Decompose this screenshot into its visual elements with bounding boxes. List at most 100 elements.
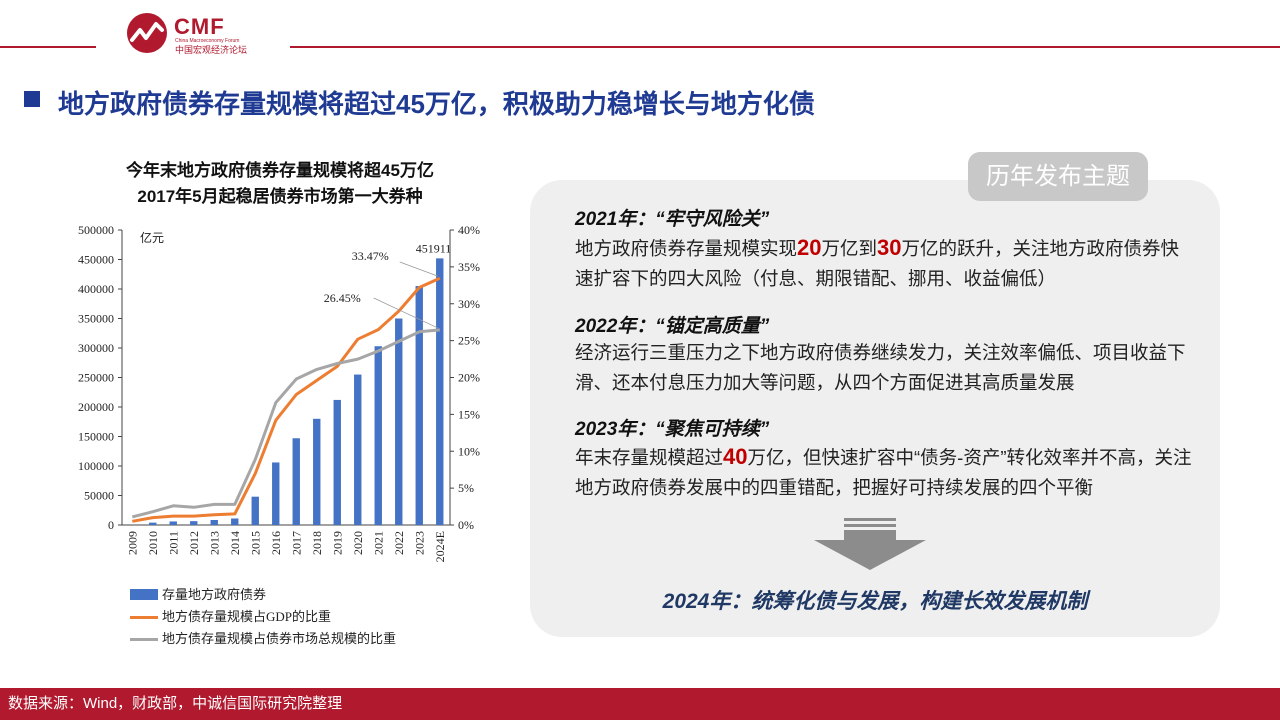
bar-last-value-label: 451911 xyxy=(416,241,452,255)
x-tick-label: 2013 xyxy=(207,531,221,555)
y-left-tick-label: 450000 xyxy=(78,253,114,267)
title-bullet xyxy=(24,91,40,107)
x-tick-label: 2019 xyxy=(330,531,344,555)
legend-item-bars: 存量地方政府债券 xyxy=(130,584,396,606)
bar xyxy=(292,438,300,525)
x-tick-label: 2022 xyxy=(392,531,406,555)
y-right-tick-label: 25% xyxy=(458,334,480,348)
bond-chart: 0 50000 100000 150000 200000 250000 300000 3500… xyxy=(78,223,480,562)
x-tick-label: 2014 xyxy=(228,531,242,555)
x-tick-label: 2024E xyxy=(433,531,447,562)
bar xyxy=(436,258,444,525)
x-tick-label: 2015 xyxy=(248,531,262,555)
theme-2021-heading: 2021年：“牢守风险关” xyxy=(575,209,770,230)
panel-tab: 历年发布主题 xyxy=(968,152,1148,201)
x-tick-label: 2012 xyxy=(187,531,201,555)
bar xyxy=(313,418,321,525)
theme-2021-num-2: 30 xyxy=(877,235,902,260)
theme-2023-heading: 2023年：“聚焦可持续” xyxy=(575,419,770,440)
gdp-callout-line xyxy=(399,261,438,277)
cmf-logo: CMF China Macroeconomy Forum 中国宏观经济论坛 xyxy=(126,12,276,55)
legend-swatch-gdp xyxy=(130,616,158,619)
y-left-tick-label: 250000 xyxy=(78,371,114,385)
theme-2023-text: 年末存量规模超过40万亿，但快速扩容中“债务-资产”转化效率并不高，关注地方政府… xyxy=(575,442,1195,503)
theme-2023-text-b: 万亿，但快速扩容中“债务-资产”转化效率并不高，关注地方政府债券发展中的四重错配… xyxy=(575,447,1192,498)
legend-label-market: 地方债存量规模占债券市场总规模的比重 xyxy=(162,631,397,646)
y-left-tick-label: 200000 xyxy=(78,400,114,414)
gdp-last-value-label: 33.47% xyxy=(352,249,389,263)
x-tick-label: 2009 xyxy=(125,531,139,555)
bar xyxy=(169,521,177,525)
header-rule-right xyxy=(290,46,1280,48)
logo-mark-icon xyxy=(127,13,167,53)
theme-2023-num-1: 40 xyxy=(723,444,748,469)
x-tick-label: 2011 xyxy=(166,531,180,555)
theme-2022-text: 经济运行三重压力之下地方政府债券继续发力，关注效率偏低、项目收益下滑、还本付息压… xyxy=(575,342,1186,393)
x-tick-label: 2023 xyxy=(412,531,426,555)
header-rule-left xyxy=(0,46,96,48)
y-left-tick-label: 400000 xyxy=(78,282,114,296)
y-right-tick-label: 40% xyxy=(458,223,480,237)
y-right-tick-label: 5% xyxy=(458,481,474,495)
bar xyxy=(231,518,239,525)
bar xyxy=(210,519,218,525)
legend-label-gdp: 地方债存量规模占GDP的比重 xyxy=(162,609,332,624)
y-right-tick-label: 20% xyxy=(458,371,480,385)
bar xyxy=(272,462,280,525)
x-tick-label: 2017 xyxy=(289,531,303,555)
y-right-tick-label: 35% xyxy=(458,260,480,274)
theme-2021-num-1: 20 xyxy=(797,235,822,260)
y-left-tick-label: 350000 xyxy=(78,312,114,326)
x-tick-label: 2016 xyxy=(269,531,283,555)
y-left-tick-label: 50000 xyxy=(84,489,114,503)
y-right-tick-label: 15% xyxy=(458,407,480,421)
source-footer: 数据来源：Wind，财政部，中诚信国际研究院整理 xyxy=(0,688,1280,720)
logo-brand: CMF xyxy=(174,14,225,39)
legend-item-market: 地方债存量规模占债券市场总规模的比重 xyxy=(130,628,396,650)
bar xyxy=(415,286,423,525)
y-right-tick-label: 0% xyxy=(458,518,474,532)
theme-2021-text-b: 万亿到 xyxy=(821,238,878,259)
bar xyxy=(333,399,341,525)
bar xyxy=(374,346,382,525)
logo-english: China Macroeconomy Forum xyxy=(175,38,240,44)
x-tick-label: 2020 xyxy=(351,531,365,555)
bar xyxy=(354,374,362,525)
chart-title-line-2: 2017年5月起稳居债券市场第一大券种 xyxy=(137,187,423,206)
down-arrow-icon xyxy=(814,518,926,570)
y-right-tick-label: 30% xyxy=(458,297,480,311)
theme-2023-text-a: 年末存量规模超过 xyxy=(575,447,724,468)
chart-title-line-1: 今年末地方政府债券存量规模将超45万亿 xyxy=(126,161,434,180)
theme-2024-conclusion: 2024年：统筹化债与发展，构建长效发展机制 xyxy=(662,590,1088,613)
chart-title: 今年末地方政府债券存量规模将超45万亿 2017年5月起稳居债券市场第一大券种 xyxy=(90,158,470,210)
logo-chinese: 中国宏观经济论坛 xyxy=(175,45,248,55)
chart-legend: 存量地方政府债券 地方债存量规模占GDP的比重 地方债存量规模占债券市场总规模的… xyxy=(130,584,396,650)
theme-2022-heading: 2022年：“锚定高质量” xyxy=(575,316,770,337)
theme-2021-text: 地方政府债券存量规模实现20万亿到30万亿的跃升，关注地方政府债券快速扩容下的四… xyxy=(575,233,1195,294)
page-title: 地方政府债券存量规模将超过45万亿，积极助力稳增长与地方化债 xyxy=(58,89,815,119)
y-unit-label: 亿元 xyxy=(140,230,164,245)
bar xyxy=(251,496,259,525)
bar xyxy=(149,522,157,525)
legend-item-gdp: 地方债存量规模占GDP的比重 xyxy=(130,606,396,628)
y-left-tick-label: 0 xyxy=(108,518,114,532)
bar xyxy=(395,318,403,525)
market-callout-line xyxy=(373,297,438,329)
theme-2021-text-c: 万亿的跃升，关注地方政府债券快速扩容下的四大风险（付息、期限错配、挪用、收益偏低… xyxy=(575,238,1180,289)
y-left-tick-label: 100000 xyxy=(78,459,114,473)
x-tick-label: 2021 xyxy=(371,531,385,555)
y-left-tick-label: 300000 xyxy=(78,341,114,355)
gdp-ratio-line xyxy=(132,276,441,523)
market-share-line xyxy=(131,328,440,519)
bar xyxy=(190,521,198,525)
y-left-tick-label: 150000 xyxy=(78,430,114,444)
theme-2021-text-a: 地方政府债券存量规模实现 xyxy=(575,238,798,259)
y-left-tick-label: 500000 xyxy=(78,223,114,237)
x-tick-label: 2018 xyxy=(310,531,324,555)
market-last-value-label: 26.45% xyxy=(324,291,361,305)
legend-swatch-market xyxy=(130,638,158,641)
y-right-tick-label: 10% xyxy=(458,444,480,458)
legend-label-bars: 存量地方政府债券 xyxy=(162,587,267,602)
x-tick-label: 2010 xyxy=(146,531,160,555)
legend-swatch-bars xyxy=(130,589,158,600)
